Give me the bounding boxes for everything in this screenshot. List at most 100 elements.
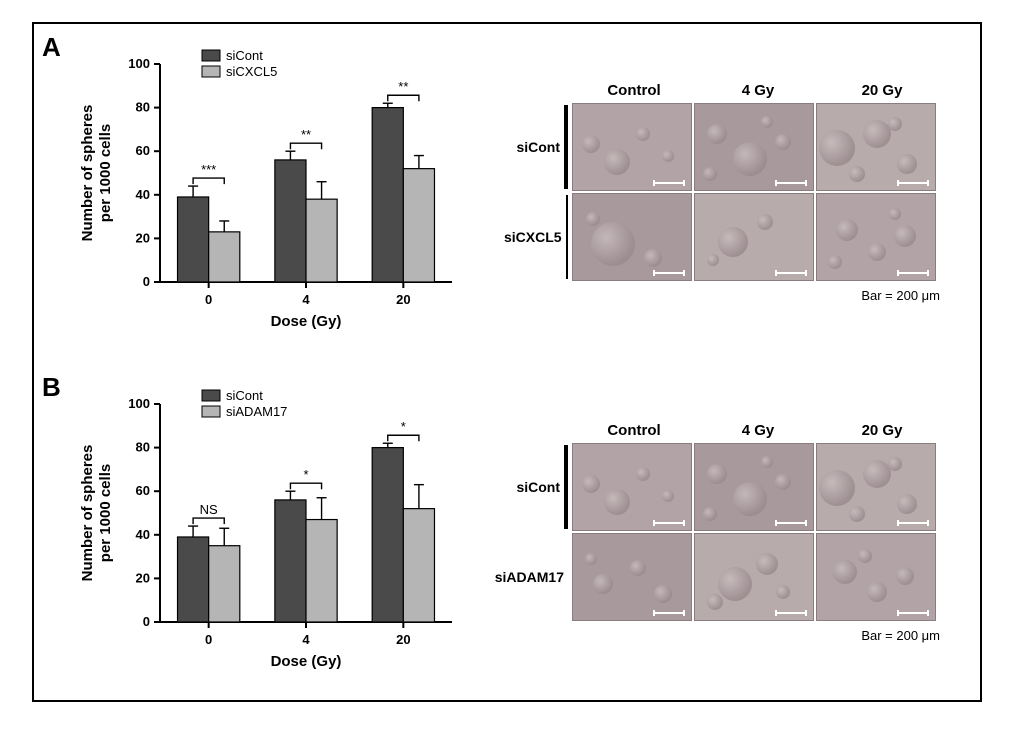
sphere [888, 117, 902, 131]
sphere [761, 116, 773, 128]
scale-bar [653, 182, 685, 184]
y-tick-label: 100 [128, 396, 150, 411]
sphere [775, 134, 791, 150]
legend-label: siCont [226, 48, 263, 63]
sphere [756, 553, 778, 575]
y-tick-label: 0 [143, 274, 150, 289]
sphere [585, 553, 597, 565]
scale-bar [897, 272, 929, 274]
x-axis-label: Dose (Gy) [271, 653, 342, 670]
legend-label: siADAM17 [226, 404, 287, 419]
x-tick-label: 4 [302, 632, 310, 647]
sphere [636, 127, 650, 141]
sphere [604, 149, 630, 175]
sphere [761, 456, 773, 468]
sphere [868, 243, 886, 261]
sphere [654, 585, 672, 603]
row-label: siCont [516, 139, 560, 155]
image-row: siCont [504, 103, 944, 191]
sphere [896, 567, 914, 585]
image-row: siCXCL5 [504, 193, 944, 281]
sphere [644, 249, 662, 267]
sphere [819, 130, 855, 166]
scale-bar [653, 612, 685, 614]
legend-swatch [202, 390, 220, 401]
scale-bar [775, 522, 807, 524]
bar [403, 169, 434, 282]
sphere [863, 120, 891, 148]
sphere [733, 142, 767, 176]
micrograph [694, 193, 814, 281]
sphere [733, 482, 767, 516]
sphere [897, 154, 917, 174]
scale-bar [653, 272, 685, 274]
legend-label: siCXCL5 [226, 64, 277, 79]
row-bar [566, 195, 568, 279]
sphere [604, 489, 630, 515]
column-header: Control [572, 422, 696, 439]
y-tick-label: 40 [136, 187, 150, 202]
bar [372, 108, 403, 282]
scalebar-caption: Bar = 200 μm [861, 288, 940, 303]
image-grid-A: Control4 Gy20 GysiContsiCXCL5Bar = 200 μ… [504, 82, 944, 283]
row-bar [564, 445, 568, 529]
y-tick-label: 20 [136, 570, 150, 585]
sphere [718, 227, 748, 257]
sphere [889, 208, 901, 220]
chart-B: 020406080100Number of spheresper 1000 ce… [82, 378, 462, 678]
scale-bar [775, 182, 807, 184]
sphere [858, 549, 872, 563]
x-tick-label: 4 [302, 292, 310, 307]
scale-bar [775, 612, 807, 614]
y-axis-label: Number of spheresper 1000 cells [79, 445, 114, 582]
row-label: siCont [516, 479, 560, 495]
column-header: 4 Gy [696, 422, 820, 439]
sphere [593, 574, 613, 594]
legend-swatch [202, 50, 220, 61]
sphere [897, 494, 917, 514]
bar [178, 537, 209, 622]
sphere [775, 474, 791, 490]
micrograph [572, 443, 692, 531]
column-header: 20 Gy [820, 422, 944, 439]
significance-label: *** [201, 162, 216, 177]
sphere [707, 464, 727, 484]
column-header: 4 Gy [696, 82, 820, 99]
legend-label: siCont [226, 388, 263, 403]
significance-label: ** [398, 79, 408, 94]
sphere [828, 255, 842, 269]
y-tick-label: 100 [128, 56, 150, 71]
micrograph [694, 103, 814, 191]
scale-bar [897, 612, 929, 614]
column-header: Control [572, 82, 696, 99]
y-tick-label: 60 [136, 143, 150, 158]
bar [306, 199, 337, 282]
sphere [703, 507, 717, 521]
image-row: siADAM17 [504, 533, 944, 621]
sphere [662, 490, 674, 502]
micrograph [694, 443, 814, 531]
micrograph [694, 533, 814, 621]
micrograph [572, 103, 692, 191]
x-tick-label: 20 [396, 632, 410, 647]
sphere [849, 166, 865, 182]
column-header: 20 Gy [820, 82, 944, 99]
bar [178, 197, 209, 282]
bar [209, 232, 240, 282]
scale-bar [897, 182, 929, 184]
sphere [662, 150, 674, 162]
sphere [867, 582, 887, 602]
scale-bar [775, 272, 807, 274]
row-bar [564, 105, 568, 189]
sphere [863, 460, 891, 488]
significance-label: NS [200, 502, 218, 517]
bar [275, 500, 306, 622]
scale-bar [653, 522, 685, 524]
x-tick-label: 0 [205, 632, 212, 647]
sphere [836, 219, 858, 241]
figure-frame: A 020406080100Number of spheresper 1000 … [32, 22, 982, 702]
panel-A: A 020406080100Number of spheresper 1000 … [34, 32, 980, 362]
significance-label: * [401, 419, 406, 434]
micrograph [816, 103, 936, 191]
y-tick-label: 0 [143, 614, 150, 629]
